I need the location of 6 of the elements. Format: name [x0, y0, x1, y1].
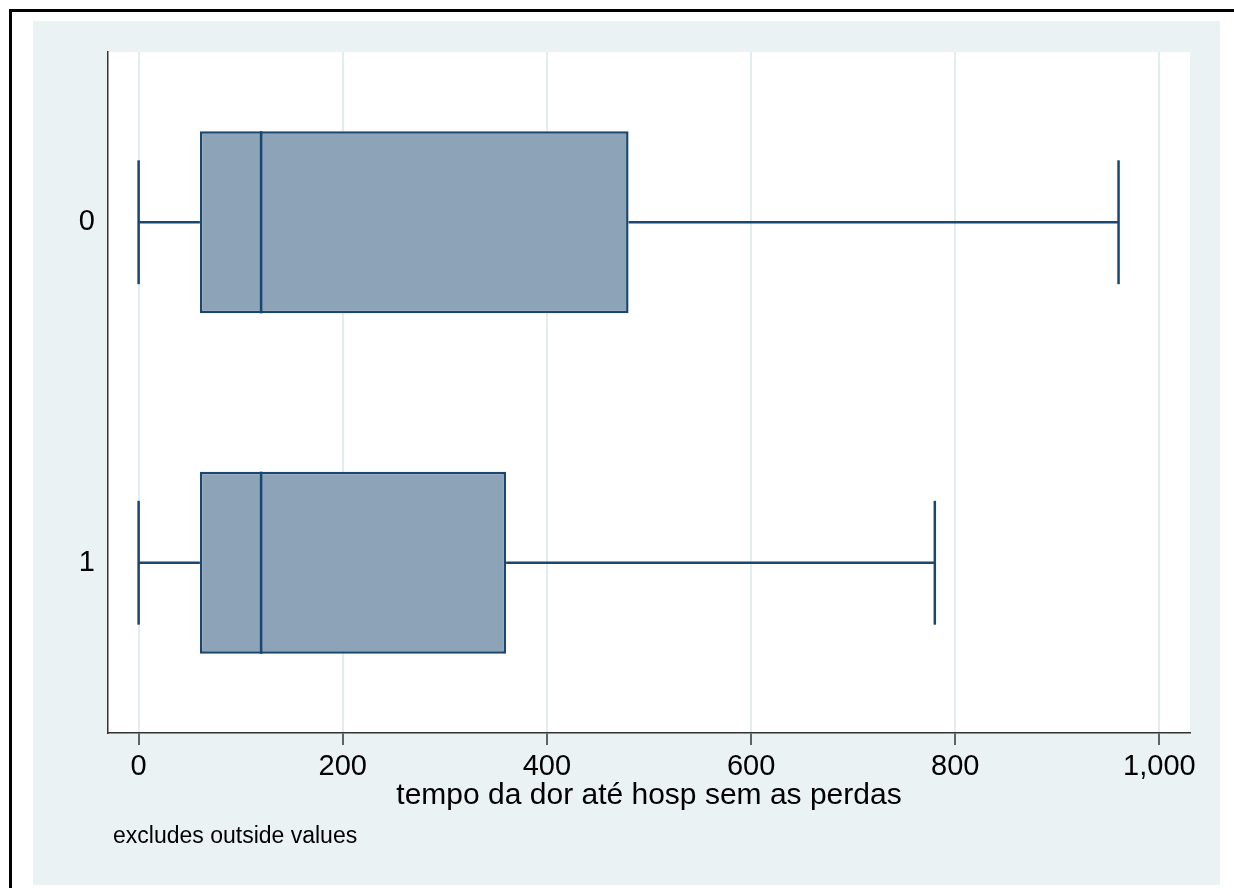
text: excludes outside values	[113, 822, 358, 849]
x-tick-label: 200	[318, 749, 367, 782]
x-tick-label: 0	[130, 749, 147, 782]
x-tick-label: 1,000	[1123, 749, 1196, 782]
y-tick-label: 1	[78, 544, 95, 577]
x-tick-label: 800	[931, 749, 980, 782]
